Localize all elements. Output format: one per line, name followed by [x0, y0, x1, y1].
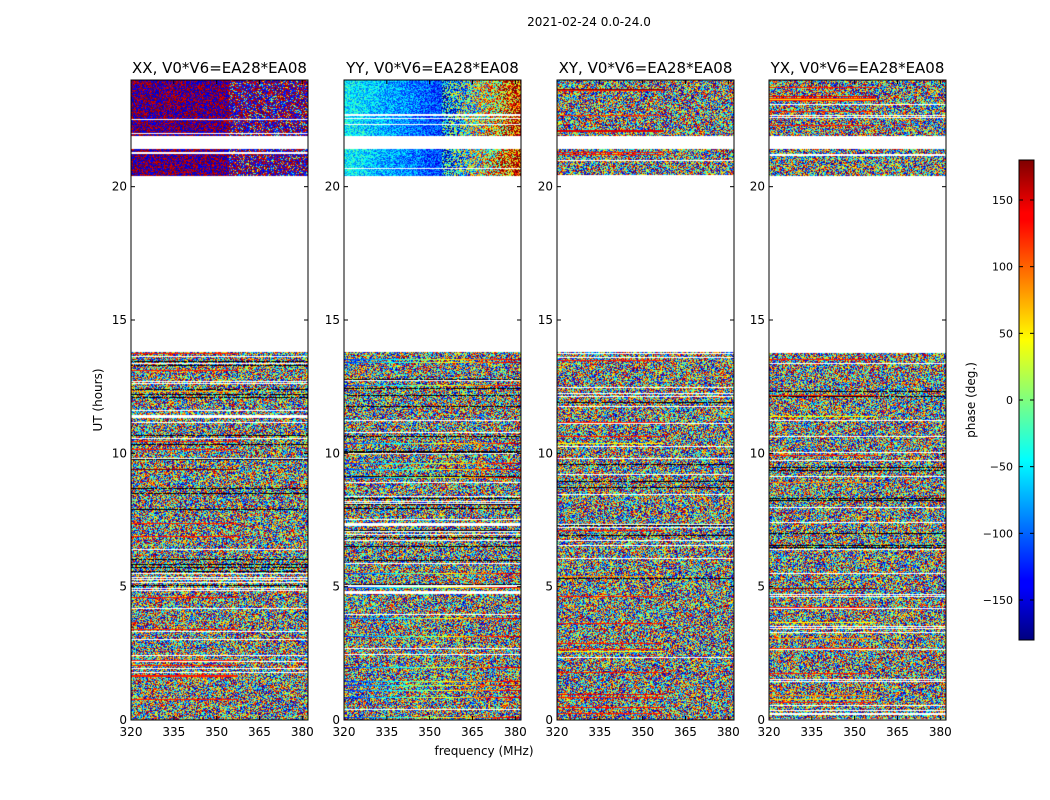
panel-title: YY, V0*V6=EA28*EA08: [345, 59, 519, 77]
colorbar-tick-label: −100: [983, 527, 1013, 540]
colorbar-tick-label: 50: [999, 327, 1013, 340]
heatmap-yx: [769, 80, 946, 720]
panels-group: XX, V0*V6=EA28*EA08 320 335 350 365 380 0 5 10 15…: [112, 59, 952, 739]
colorbar-tick-label: 150: [992, 194, 1013, 207]
colorbar: −150 −100 −50 0 50 100 150 phase (deg.): [964, 159, 1035, 641]
x-tick-label: 350: [843, 725, 866, 739]
x-tick-label: 365: [461, 725, 484, 739]
x-tick-label: 335: [375, 725, 398, 739]
x-tick-label: 320: [333, 725, 356, 739]
y-tick-label: 20: [112, 180, 127, 194]
y-tick-label: 20: [750, 180, 765, 194]
panel-frame: [768, 79, 947, 721]
y-axis-label: UT (hours): [91, 368, 105, 431]
panel-xx: XX, V0*V6=EA28*EA08 320 335 350 365 380 0 5 10 15…: [112, 59, 314, 739]
y-tick-label: 0: [757, 713, 765, 727]
y-tick-label: 10: [112, 446, 127, 460]
x-tick-label: 380: [929, 725, 952, 739]
y-tick-label: 0: [119, 713, 127, 727]
y-tick-label: 5: [119, 580, 127, 594]
figure-title: 2021-02-24 0.0-24.0: [527, 15, 651, 29]
colorbar-label: phase (deg.): [964, 362, 978, 438]
x-tick-label: 380: [291, 725, 314, 739]
colorbar-ticks: −150 −100 −50 0 50 100 150: [983, 194, 1034, 607]
y-tick-label: 0: [332, 713, 340, 727]
panel-title: XX, V0*V6=EA28*EA08: [132, 59, 307, 77]
x-tick-label: 320: [546, 725, 569, 739]
x-tick-label: 335: [800, 725, 823, 739]
panel-yx: YX, V0*V6=EA28*EA08 320 335 350 365 380 0 5 10 15…: [750, 59, 952, 739]
x-tick-label: 365: [674, 725, 697, 739]
heatmap-yy: [344, 80, 521, 720]
panel-frame: [343, 79, 522, 721]
colorbar-tick-label: 0: [1006, 394, 1013, 407]
x-tick-label: 335: [588, 725, 611, 739]
x-tick-label: 320: [758, 725, 781, 739]
y-tick-label: 15: [750, 313, 765, 327]
x-tick-label: 320: [120, 725, 143, 739]
x-tick-label: 365: [248, 725, 271, 739]
y-tick-label: 5: [332, 580, 340, 594]
colorbar-tick-label: 100: [992, 261, 1013, 274]
y-tick-label: 15: [325, 313, 340, 327]
y-tick-label: 10: [538, 446, 553, 460]
panel-xy: XY, V0*V6=EA28*EA08 320 335 350 365 380 0 5 10 15…: [538, 59, 740, 739]
x-tick-label: 335: [162, 725, 185, 739]
y-tick-label: 20: [538, 180, 553, 194]
colorbar-tick-label: −50: [990, 461, 1013, 474]
y-tick-label: 5: [545, 580, 553, 594]
panel-title: YX, V0*V6=EA28*EA08: [770, 59, 945, 77]
colorbar-tick-label: −150: [983, 594, 1013, 607]
y-tick-label: 20: [325, 180, 340, 194]
panel-frame: [130, 79, 309, 721]
panel-title: XY, V0*V6=EA28*EA08: [559, 59, 733, 77]
x-tick-label: 365: [886, 725, 909, 739]
x-tick-label: 350: [205, 725, 228, 739]
heatmap-xy: [557, 80, 734, 720]
y-tick-label: 15: [112, 313, 127, 327]
y-tick-label: 0: [545, 713, 553, 727]
y-tick-label: 5: [757, 580, 765, 594]
panel-frame: [556, 79, 735, 721]
x-tick-label: 350: [418, 725, 441, 739]
x-axis-label: frequency (MHz): [434, 744, 533, 758]
y-tick-label: 15: [538, 313, 553, 327]
y-tick-label: 10: [750, 446, 765, 460]
x-tick-label: 380: [717, 725, 740, 739]
heatmap-xx: [131, 80, 308, 720]
x-tick-label: 350: [631, 725, 654, 739]
y-tick-label: 10: [325, 446, 340, 460]
x-tick-label: 380: [504, 725, 527, 739]
panel-yy: YY, V0*V6=EA28*EA08 320 335 350 365 380 0 5 10 15…: [325, 59, 527, 739]
